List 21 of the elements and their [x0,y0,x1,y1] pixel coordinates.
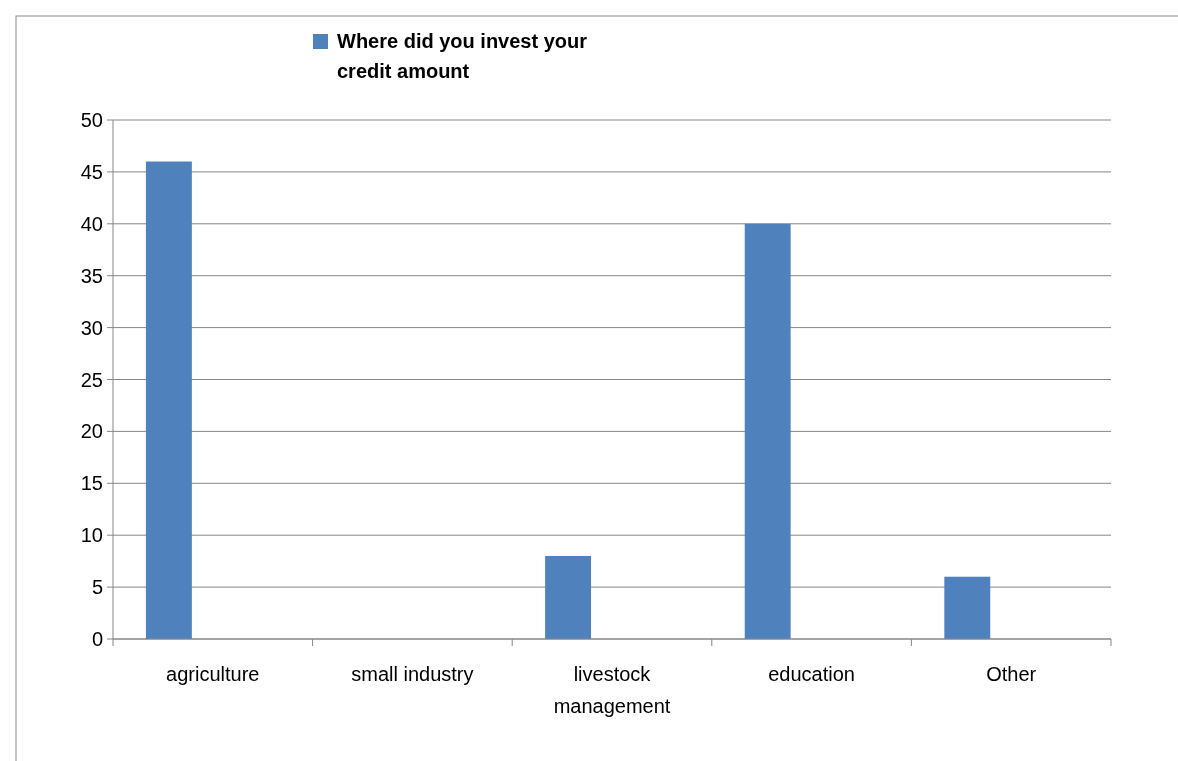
y-tick-label: 0 [91,628,103,650]
legend-label: Where did you invest your credit amount [337,30,588,82]
bar [744,223,791,639]
y-tick-label: 40 [80,212,103,235]
y-tick-label: 30 [80,316,103,339]
y-tick-label: 15 [80,472,103,495]
bar [545,555,592,639]
bar [944,576,991,639]
y-tick-label: 20 [80,420,103,443]
x-tick-label: education [768,663,855,685]
y-tick-label: 5 [91,576,103,599]
y-tick-label: 10 [80,524,103,547]
y-tick-label: 25 [80,368,103,391]
y-tick-label: 35 [80,264,103,287]
x-tick-label: livestock management [553,663,671,717]
x-tick-label: small industry [351,663,474,685]
y-tick-label: 45 [80,160,103,183]
bar [145,161,192,639]
x-tick-label: agriculture [166,663,260,685]
x-tick-label: Other [986,663,1037,685]
y-tick-label: 50 [80,109,103,131]
